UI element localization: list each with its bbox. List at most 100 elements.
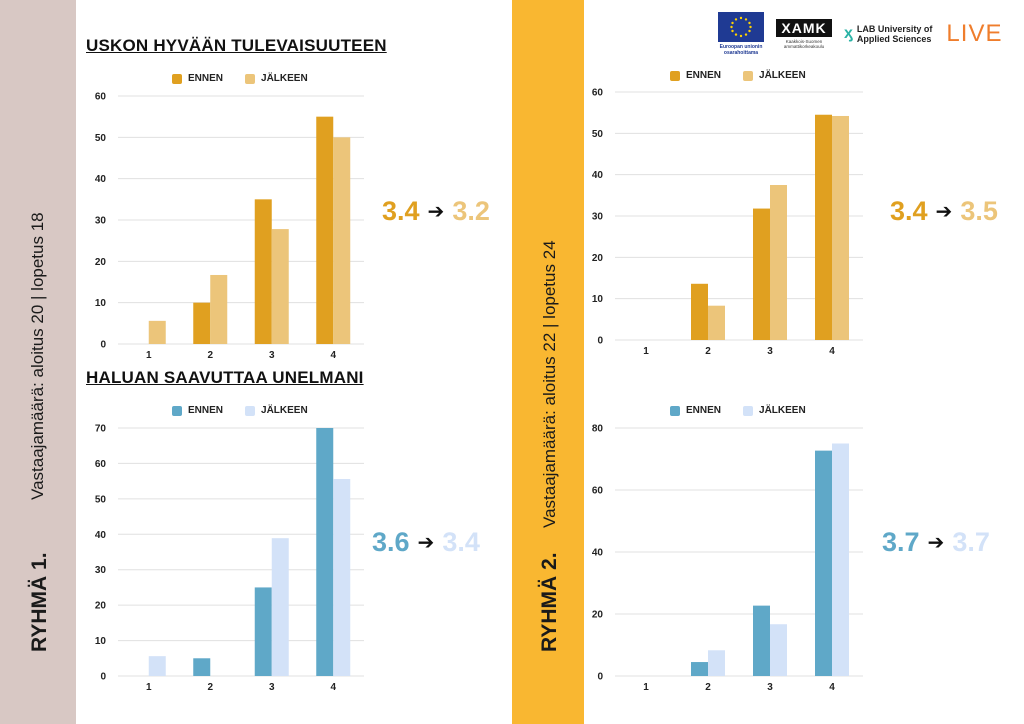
bottom-section-title: HALUAN SAAVUTTAA UNELMANI (86, 368, 364, 387)
x-tick-label: 4 (330, 682, 336, 693)
y-tick-label: 50 (95, 133, 107, 144)
legend-swatch-before (670, 405, 680, 416)
bar-before-3 (753, 208, 770, 340)
bar-before-2 (193, 658, 211, 676)
legend-label-after: JÄLKEEN (261, 73, 308, 84)
lab-mark-icon: ӽ (844, 25, 853, 42)
legend-item-after: JÄLKEEN (245, 73, 308, 84)
avg-before: 3.7 (882, 527, 920, 557)
arrow-icon: ➔ (927, 532, 945, 554)
bar-after-3 (271, 538, 289, 676)
lab-line1: LAB University of (856, 24, 933, 34)
legend-swatch-after (245, 405, 256, 416)
y-tick-label: 20 (592, 253, 604, 264)
x-tick-label: 2 (207, 350, 213, 361)
y-tick-label: 40 (592, 548, 604, 559)
legend-g1-top: ENNEN JÄLKEEN (172, 73, 322, 84)
legend-g2-bottom: ENNEN JÄLKEEN (670, 405, 820, 416)
y-tick-label: 20 (95, 601, 107, 612)
avg-g1-bottom: 3.6 ➔ 3.4 (372, 527, 480, 558)
legend-swatch-after (743, 405, 754, 416)
y-tick-label: 0 (597, 672, 603, 683)
legend-item-before: ENNEN (670, 70, 721, 81)
xamk-wordmark: XAMK (776, 19, 832, 37)
bar-before-2 (193, 302, 211, 344)
legend-item-before: ENNEN (670, 405, 721, 416)
legend-swatch-after (743, 70, 754, 81)
y-tick-label: 0 (100, 340, 106, 351)
x-tick-label: 4 (829, 346, 835, 357)
avg-before: 3.4 (890, 196, 928, 226)
arrow-icon: ➔ (427, 201, 445, 223)
avg-after: 3.7 (952, 527, 990, 557)
y-tick-label: 40 (95, 174, 107, 185)
bar-after-3 (271, 229, 289, 344)
x-tick-label: 3 (269, 350, 275, 361)
bar-after-2 (210, 274, 228, 344)
xamk-logo: XAMK Kaakkois-Suomen ammattikorkeakoulu (776, 19, 832, 49)
legend-swatch-before (670, 70, 680, 81)
legend-g2-top: ENNEN JÄLKEEN (670, 70, 820, 81)
legend-label-after: JÄLKEEN (759, 405, 806, 416)
group1-side-band (0, 0, 76, 724)
y-tick-label: 40 (592, 170, 604, 181)
avg-after: 3.4 (442, 527, 480, 557)
y-tick-label: 20 (95, 257, 107, 268)
y-tick-label: 30 (95, 216, 107, 227)
x-tick-label: 2 (705, 682, 711, 693)
bar-after-1 (148, 320, 166, 344)
y-tick-label: 50 (592, 129, 604, 140)
x-tick-label: 1 (643, 346, 649, 357)
top-section-title: USKON HYVÄÄN TULEVAISUUTEEN (86, 36, 387, 55)
y-tick-label: 10 (592, 294, 604, 305)
bar-before-4 (815, 450, 832, 676)
legend-label-after: JÄLKEEN (759, 70, 806, 81)
bar-after-4 (832, 443, 849, 676)
eu-logo: Euroopan unionin osarahoittama (718, 12, 764, 56)
y-tick-label: 60 (95, 459, 107, 470)
x-tick-label: 4 (330, 350, 336, 361)
x-tick-label: 1 (146, 682, 152, 693)
bar-before-3 (753, 605, 770, 676)
bar-after-2 (708, 305, 725, 340)
eu-caption: Euroopan unionin osarahoittama (719, 44, 763, 56)
legend-label-before: ENNEN (686, 405, 722, 416)
eu-flag-icon (718, 12, 764, 42)
x-tick-label: 2 (705, 346, 711, 357)
y-tick-label: 0 (100, 672, 106, 683)
bar-after-3 (770, 185, 787, 340)
y-tick-label: 20 (592, 610, 604, 621)
bar-before-4 (316, 428, 334, 676)
legend-swatch-before (172, 73, 182, 84)
x-tick-label: 3 (767, 682, 773, 693)
avg-after: 3.2 (452, 196, 490, 226)
legend-label-before: ENNEN (686, 70, 722, 81)
bar-after-2 (708, 650, 725, 676)
legend-item-before: ENNEN (172, 73, 223, 84)
y-tick-label: 10 (95, 298, 107, 309)
y-tick-label: 10 (95, 636, 107, 647)
avg-after: 3.5 (960, 196, 998, 226)
legend-item-after: JÄLKEEN (245, 405, 308, 416)
legend-label-before: ENNEN (188, 405, 224, 416)
y-tick-label: 30 (592, 212, 604, 223)
y-tick-label: 60 (592, 88, 604, 99)
bar-after-4 (333, 479, 351, 676)
logo-strip: Euroopan unionin osarahoittama XAMK Kaak… (718, 12, 1002, 56)
y-tick-label: 0 (597, 336, 603, 347)
group2-side-band (512, 0, 584, 724)
y-tick-label: 40 (95, 530, 107, 541)
bar-before-4 (316, 116, 334, 345)
legend-item-before: ENNEN (172, 405, 223, 416)
x-tick-label: 1 (643, 682, 649, 693)
legend-label-before: ENNEN (188, 73, 224, 84)
x-tick-label: 2 (207, 682, 213, 693)
arrow-icon: ➔ (935, 201, 953, 223)
arrow-icon: ➔ (417, 532, 435, 554)
avg-g1-top: 3.4 ➔ 3.2 (382, 196, 490, 227)
legend-item-after: JÄLKEEN (743, 70, 806, 81)
bar-after-4 (333, 137, 351, 344)
